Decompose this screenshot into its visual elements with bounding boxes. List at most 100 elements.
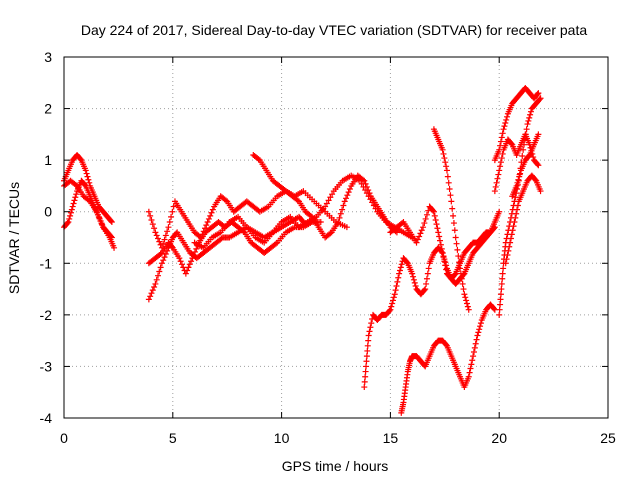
data-point-trace: [170, 203, 177, 210]
data-point-trace: [85, 197, 92, 204]
data-point-trace: [410, 273, 417, 280]
data-point-trace: [411, 279, 418, 286]
data-point-trace: [431, 212, 438, 219]
data-point-trace: [523, 126, 530, 133]
data-point-trace: [519, 153, 526, 160]
data-point-trace: [363, 183, 370, 190]
data-point-trace: [456, 259, 463, 266]
data-point-trace: [148, 290, 155, 297]
data-point-trace: [534, 161, 541, 168]
data-point-trace: [449, 205, 456, 212]
data-point-trace: [157, 264, 164, 271]
data-point: [500, 126, 507, 133]
data-point-trace: [363, 353, 370, 360]
data-point-trace: [155, 272, 162, 279]
data-point: [391, 291, 398, 298]
y-tick-label: 2: [44, 101, 52, 117]
data-point-trace: [492, 183, 499, 190]
data-point: [365, 332, 372, 339]
data-point-trace: [148, 216, 155, 223]
data-point: [145, 296, 152, 303]
data-point-trace: [521, 136, 528, 143]
data-point-trace: [177, 258, 184, 265]
data-point: [198, 234, 205, 241]
data-point-trace: [339, 206, 346, 213]
data-point-trace: [443, 163, 450, 170]
data-point-trace: [336, 214, 343, 221]
data-point-trace: [527, 111, 534, 118]
data-point-trace: [85, 176, 92, 183]
data-point-trace: [366, 190, 373, 197]
data-point-trace: [506, 243, 513, 250]
data-point: [474, 332, 481, 339]
data-point-trace: [453, 240, 460, 247]
data-point-trace: [222, 197, 229, 204]
data-point-trace: [514, 206, 521, 213]
data-point-trace: [514, 202, 521, 209]
data-point-trace: [503, 256, 510, 263]
data-point-trace: [71, 197, 78, 204]
data-point-trace: [499, 275, 506, 282]
data-point-trace: [203, 222, 210, 229]
data-point-trace: [442, 159, 449, 166]
data-point-trace: [98, 221, 105, 228]
data-point-trace: [147, 293, 154, 300]
data-point-trace: [477, 320, 484, 327]
data-point-trace: [410, 276, 417, 283]
data-point-trace: [440, 150, 447, 157]
data-point-trace: [498, 155, 505, 162]
data-point-trace: [502, 120, 509, 127]
data-point-trace: [169, 208, 176, 215]
data-point: [111, 244, 118, 251]
data-point: [511, 219, 518, 226]
data-point: [498, 286, 505, 293]
y-tick-label: 0: [44, 204, 52, 220]
data-point-trace: [190, 252, 197, 259]
data-point-trace: [108, 217, 115, 224]
data-point-trace: [77, 156, 84, 163]
data-point-trace: [340, 202, 347, 209]
data-point: [65, 219, 72, 226]
data-point-trace: [362, 180, 369, 187]
data-point-trace: [398, 261, 405, 268]
data-point: [152, 280, 159, 287]
data-point-trace: [366, 328, 373, 335]
data-point-trace: [83, 170, 90, 177]
data-point-trace: [397, 264, 404, 271]
data-point-trace: [193, 245, 200, 252]
data-series: [61, 84, 544, 416]
data-point-trace: [168, 243, 175, 250]
series-track-15: [491, 84, 542, 164]
data-point-trace: [450, 220, 457, 227]
data-point: [182, 270, 189, 277]
data-point-trace: [149, 221, 156, 228]
data-point: [496, 208, 503, 215]
data-point-trace: [94, 211, 101, 218]
data-point-trace: [432, 216, 439, 223]
data-point-trace: [390, 294, 397, 301]
data-point-trace: [425, 265, 432, 272]
data-point-trace: [497, 138, 504, 145]
y-tick-label: -2: [40, 307, 53, 323]
data-point-trace: [450, 212, 457, 219]
data-point-trace: [272, 240, 279, 247]
data-point-trace: [513, 210, 520, 217]
data-point: [502, 260, 509, 267]
data-point-trace: [166, 219, 173, 226]
data-point-trace: [472, 340, 479, 347]
data-point-trace: [343, 195, 350, 202]
data-point-trace: [418, 227, 425, 234]
data-point-trace: [67, 209, 74, 216]
data-point: [335, 219, 342, 226]
data-point-trace: [494, 175, 501, 182]
data-point: [108, 219, 115, 226]
data-point-trace: [73, 191, 80, 198]
data-point-trace: [362, 368, 369, 375]
data-point-trace: [496, 306, 503, 313]
data-point-trace: [307, 212, 314, 219]
data-point-trace: [417, 230, 424, 237]
data-point-trace: [325, 197, 332, 204]
data-point-trace: [149, 287, 156, 294]
data-point-trace: [151, 284, 158, 291]
data-point-trace: [209, 206, 216, 213]
